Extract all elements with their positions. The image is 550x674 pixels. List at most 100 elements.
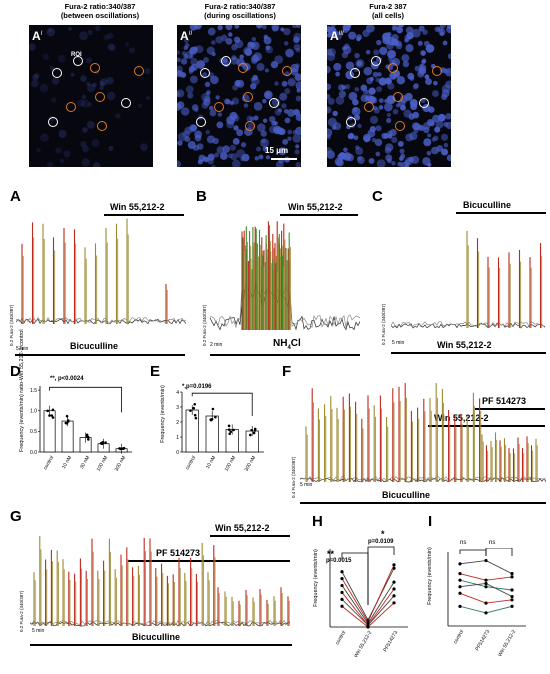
significance-h1: ** [327, 549, 335, 559]
cell [402, 61, 410, 68]
data-point [51, 408, 55, 412]
amp-scale: 0.4 Fura-2 (340/387) [291, 456, 296, 498]
cell [440, 133, 449, 141]
cell [385, 154, 393, 162]
cell [107, 43, 115, 51]
data-point [194, 416, 198, 420]
roi-circle [200, 68, 210, 78]
cell [229, 100, 234, 106]
data-point [228, 432, 231, 436]
cell [347, 132, 355, 140]
cell [274, 55, 284, 64]
cell [47, 28, 53, 33]
cell [207, 158, 214, 165]
bar-chart-d: 0.0 0.5 1.0 1.5 [30, 386, 132, 456]
panel-letter-b: B [196, 188, 207, 205]
cell [399, 148, 405, 154]
cell [254, 156, 260, 161]
amp-scale: 0.2 Fura-2 (340/387) [19, 590, 24, 632]
cell [423, 126, 430, 134]
cell [177, 57, 181, 63]
cell [327, 83, 332, 91]
roi-circle [238, 63, 248, 73]
cell [81, 158, 91, 167]
time-scale: 5 min [392, 340, 405, 346]
cell [251, 36, 257, 42]
cell [264, 68, 269, 73]
amp-scale: 0.2 Fura-2 (340/387) [381, 303, 386, 345]
cell [87, 83, 96, 93]
cell [249, 116, 255, 122]
cell [263, 34, 268, 39]
data-point [253, 429, 257, 432]
cell [187, 92, 194, 99]
cell [190, 63, 198, 71]
data-point [86, 435, 90, 439]
panel-label: AI [32, 29, 43, 43]
cell [207, 27, 216, 36]
cell [82, 145, 90, 153]
data-point [510, 588, 514, 592]
cell [327, 97, 335, 105]
cell [29, 43, 36, 51]
trace-panel-c [391, 230, 546, 329]
cell [244, 48, 253, 56]
drug-label-bicuculline: Bicuculline [70, 341, 119, 351]
cell [441, 93, 448, 100]
roi-circle [48, 117, 58, 127]
cell [386, 117, 392, 124]
cell [327, 147, 332, 154]
cell [333, 122, 342, 131]
paired-line [459, 560, 513, 575]
cell [258, 154, 264, 160]
cell [196, 60, 206, 69]
y-tick-label: 0.0 [30, 450, 37, 456]
cell [399, 156, 404, 161]
cell [283, 41, 289, 46]
data-point [458, 562, 462, 566]
cell [99, 78, 108, 86]
cell [442, 40, 448, 46]
cell [40, 133, 49, 142]
cell [198, 154, 206, 162]
cell [285, 48, 294, 58]
cell [381, 132, 388, 140]
cell [79, 31, 89, 41]
cell [409, 99, 418, 107]
data-point [510, 594, 514, 599]
data-point [46, 409, 50, 413]
significance-h1-p: p=0.0015 [326, 558, 352, 564]
cell [354, 87, 359, 92]
cell [387, 49, 397, 59]
cell [82, 127, 88, 133]
drug-bar-pf [475, 408, 545, 410]
cell [202, 72, 208, 78]
cell [378, 98, 384, 104]
cell [354, 114, 361, 121]
drug-bar-win [391, 352, 546, 354]
cell [195, 45, 204, 54]
cell [236, 129, 244, 137]
roi-circle [214, 102, 224, 112]
cell [77, 99, 85, 107]
data-point [340, 577, 344, 581]
panel-a3-header: Fura-2 387 (all cells) [369, 2, 407, 20]
cell [226, 120, 235, 129]
data-point [510, 598, 514, 602]
cell [63, 150, 71, 158]
cell [99, 80, 105, 87]
cell [256, 63, 265, 72]
y-tick-label: 1.0 [30, 409, 37, 415]
cell [232, 137, 240, 145]
cell [203, 98, 211, 106]
cell [405, 133, 414, 142]
cell [184, 126, 193, 135]
significance-h2-p: p=0.0109 [368, 539, 394, 545]
cell [363, 66, 373, 76]
cell [335, 71, 340, 77]
drug-label-win: Win 55,212-2 [215, 523, 270, 533]
panel-a2-header: Fura-2 ratio:340/387 (during oscillations… [204, 2, 276, 20]
cell [181, 107, 190, 116]
data-point [392, 594, 396, 598]
cell [39, 83, 49, 93]
